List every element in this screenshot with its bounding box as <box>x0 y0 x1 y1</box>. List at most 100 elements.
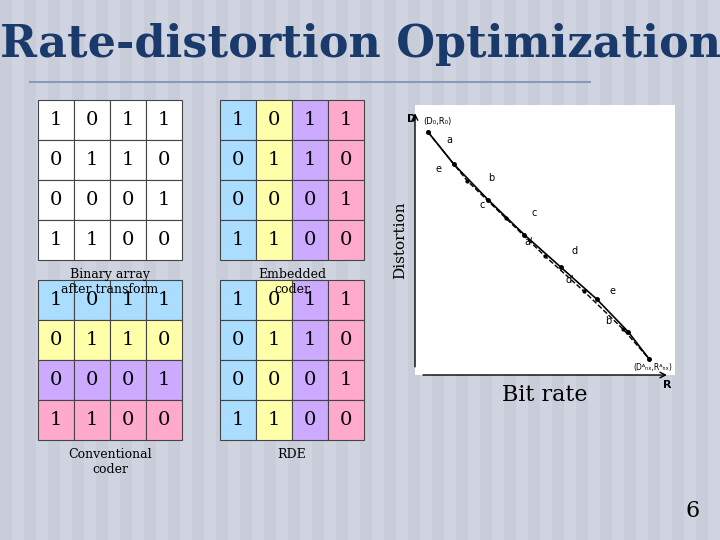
Bar <box>576 0 588 540</box>
Text: 0: 0 <box>304 191 316 209</box>
Text: 0: 0 <box>232 191 244 209</box>
Text: 1: 1 <box>232 111 244 129</box>
Bar <box>38 280 74 320</box>
Bar <box>648 0 660 540</box>
Text: 1: 1 <box>50 291 62 309</box>
Bar <box>146 360 182 400</box>
Bar <box>336 0 348 540</box>
Text: d': d' <box>566 275 575 285</box>
Text: Embedded
coder: Embedded coder <box>258 268 326 296</box>
Text: 0: 0 <box>340 411 352 429</box>
Bar <box>220 400 256 440</box>
Bar <box>328 280 364 320</box>
Bar <box>256 140 292 180</box>
Bar <box>432 0 444 540</box>
Text: 1: 1 <box>268 231 280 249</box>
Bar <box>74 400 110 440</box>
Text: e: e <box>436 165 442 174</box>
Bar <box>328 140 364 180</box>
Bar <box>146 180 182 220</box>
Bar <box>256 320 292 360</box>
Bar <box>74 100 110 140</box>
Bar <box>146 280 182 320</box>
Text: 1: 1 <box>340 291 352 309</box>
Text: 0: 0 <box>86 371 98 389</box>
Bar <box>256 100 292 140</box>
Text: 1: 1 <box>268 411 280 429</box>
Text: D: D <box>408 113 416 124</box>
Text: (D₀,R₀): (D₀,R₀) <box>423 117 451 126</box>
Bar <box>328 360 364 400</box>
Bar <box>292 100 328 140</box>
Bar <box>328 220 364 260</box>
Text: 0: 0 <box>122 191 134 209</box>
Bar <box>292 320 328 360</box>
Bar <box>456 0 468 540</box>
Bar <box>288 0 300 540</box>
Text: 0: 0 <box>86 291 98 309</box>
Text: 1: 1 <box>304 151 316 169</box>
Bar <box>74 220 110 260</box>
Text: 0: 0 <box>122 411 134 429</box>
Text: 1: 1 <box>158 371 170 389</box>
Text: 0: 0 <box>232 331 244 349</box>
Text: 0: 0 <box>50 151 62 169</box>
Text: 0: 0 <box>50 371 62 389</box>
Text: 6: 6 <box>686 500 700 522</box>
Text: 0: 0 <box>158 151 170 169</box>
Bar <box>110 360 146 400</box>
Bar <box>220 320 256 360</box>
Text: 0: 0 <box>122 231 134 249</box>
Text: 0: 0 <box>304 231 316 249</box>
Bar <box>528 0 540 540</box>
Text: Bit rate: Bit rate <box>503 384 588 406</box>
Bar <box>504 0 516 540</box>
Text: 0: 0 <box>158 231 170 249</box>
Text: 1: 1 <box>268 151 280 169</box>
Text: 1: 1 <box>232 291 244 309</box>
Text: 0: 0 <box>158 331 170 349</box>
Bar <box>74 360 110 400</box>
Bar <box>38 100 74 140</box>
Bar <box>38 220 74 260</box>
Text: 1: 1 <box>304 331 316 349</box>
Bar <box>292 180 328 220</box>
Text: 0: 0 <box>268 371 280 389</box>
Bar <box>168 0 180 540</box>
Text: 0: 0 <box>50 191 62 209</box>
Bar <box>72 0 84 540</box>
Text: 1: 1 <box>86 331 98 349</box>
Bar <box>74 140 110 180</box>
Bar <box>220 140 256 180</box>
Text: c: c <box>480 200 485 210</box>
Text: R: R <box>663 381 672 390</box>
Bar <box>192 0 204 540</box>
Text: 1: 1 <box>304 111 316 129</box>
Text: 0: 0 <box>340 231 352 249</box>
Text: 1: 1 <box>86 151 98 169</box>
Bar <box>696 0 708 540</box>
Text: Binary array
after transform: Binary array after transform <box>61 268 158 296</box>
Text: 1: 1 <box>158 291 170 309</box>
Text: 0: 0 <box>86 191 98 209</box>
Text: 1: 1 <box>304 291 316 309</box>
Bar <box>74 280 110 320</box>
Bar <box>110 400 146 440</box>
Text: 1: 1 <box>340 371 352 389</box>
Bar <box>292 140 328 180</box>
Text: 1: 1 <box>122 111 134 129</box>
Bar <box>146 100 182 140</box>
Bar <box>292 360 328 400</box>
Text: 1: 1 <box>122 151 134 169</box>
Text: 1: 1 <box>50 231 62 249</box>
Bar <box>328 180 364 220</box>
Bar <box>328 400 364 440</box>
Bar <box>360 0 372 540</box>
Bar <box>24 0 36 540</box>
Text: 0: 0 <box>268 291 280 309</box>
Bar <box>216 0 228 540</box>
Text: Rate-distortion Optimization: Rate-distortion Optimization <box>0 24 720 66</box>
Text: RDE: RDE <box>278 448 307 461</box>
Text: Conventional
coder: Conventional coder <box>68 448 152 476</box>
Bar <box>38 400 74 440</box>
